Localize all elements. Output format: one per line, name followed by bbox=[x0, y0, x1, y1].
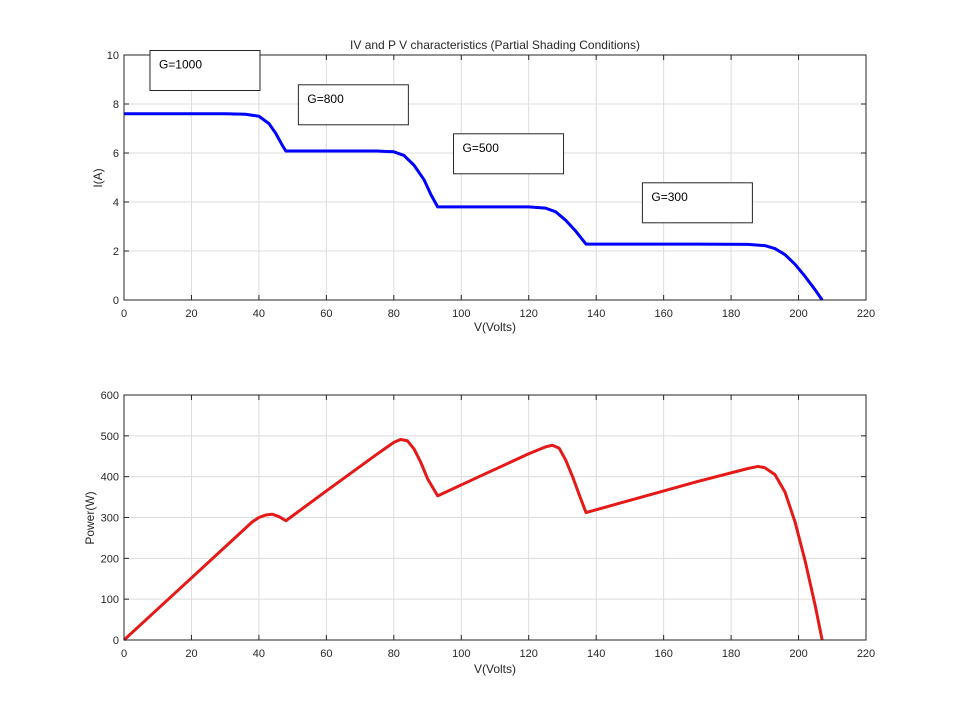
pv-y-tick-label: 300 bbox=[101, 513, 119, 525]
iv-x-tick-label: 60 bbox=[320, 308, 332, 320]
iv-x-tick-label: 160 bbox=[654, 308, 672, 320]
iv-x-tick-label: 0 bbox=[121, 308, 127, 320]
iv-annotation-box bbox=[641, 182, 753, 224]
pv-y-tick-label: 400 bbox=[101, 472, 119, 484]
iv-y-tick-label: 8 bbox=[113, 99, 119, 111]
pv-x-tick-label: 100 bbox=[452, 648, 470, 660]
pv-x-tick-label: 20 bbox=[185, 648, 197, 660]
pv-y-tick-label: 200 bbox=[101, 553, 119, 565]
pv-x-axis-label: V(Volts) bbox=[474, 662, 516, 676]
iv-annotation-label: G=1000 bbox=[159, 58, 202, 72]
pv-y-tick-label: 100 bbox=[101, 594, 119, 606]
pv-x-tick-label: 40 bbox=[253, 648, 265, 660]
pv-x-tick-label: 0 bbox=[121, 648, 127, 660]
pv-y-tick-label: 0 bbox=[113, 635, 119, 647]
pv-y-axis-label: Power(W) bbox=[83, 491, 97, 544]
pv-x-tick-label: 160 bbox=[654, 648, 672, 660]
iv-annotation-label: G=800 bbox=[307, 92, 344, 106]
pv-series-line bbox=[122, 438, 824, 642]
iv-y-tick-label: 10 bbox=[107, 50, 119, 62]
iv-annotation-label: G=500 bbox=[463, 141, 500, 155]
pv-axes: V(Volts) Power(W) 0 20 40 60 80 100 120 140 160 1… bbox=[83, 390, 875, 676]
pv-x-tick-label: 120 bbox=[520, 648, 538, 660]
iv-series-line bbox=[124, 112, 824, 301]
pv-x-tick-label: 140 bbox=[587, 648, 605, 660]
iv-x-tick-label: 100 bbox=[452, 308, 470, 320]
pv-y-tick-label: 600 bbox=[101, 390, 119, 402]
iv-annotation-label: G=300 bbox=[651, 190, 688, 204]
iv-x-axis-label: V(Volts) bbox=[474, 320, 516, 334]
pv-x-tick-label: 220 bbox=[857, 648, 875, 660]
iv-y-tick-label: 4 bbox=[113, 197, 119, 209]
iv-x-tick-label: 80 bbox=[388, 308, 400, 320]
iv-plot-area bbox=[124, 55, 866, 300]
pv-x-tick-label: 80 bbox=[388, 648, 400, 660]
iv-y-tick-label: 2 bbox=[113, 246, 119, 258]
iv-x-tick-label: 140 bbox=[587, 308, 605, 320]
iv-x-tick-label: 120 bbox=[520, 308, 538, 320]
pv-x-tick-label: 200 bbox=[789, 648, 807, 660]
iv-y-tick-label: 6 bbox=[113, 148, 119, 160]
iv-annotation-box bbox=[149, 50, 261, 91]
iv-x-tick-label: 40 bbox=[253, 308, 265, 320]
iv-y-tick-label: 0 bbox=[113, 295, 119, 307]
iv-x-tick-label: 200 bbox=[789, 308, 807, 320]
iv-annotation-box bbox=[297, 84, 409, 126]
iv-axis-frame bbox=[123, 54, 867, 301]
pv-x-tick-label: 180 bbox=[722, 648, 740, 660]
iv-x-tick-label: 220 bbox=[857, 308, 875, 320]
pv-x-tick-label: 60 bbox=[320, 648, 332, 660]
pv-y-tick-label: 500 bbox=[101, 431, 119, 443]
iv-x-tick-label: 180 bbox=[722, 308, 740, 320]
iv-axes: IV and P V characteristics (Partial Shad… bbox=[91, 38, 875, 334]
chart-title: IV and P V characteristics (Partial Shad… bbox=[350, 38, 640, 52]
iv-y-axis-label: I(A) bbox=[91, 168, 105, 187]
iv-x-tick-label: 20 bbox=[185, 308, 197, 320]
iv-annotation-box bbox=[453, 133, 565, 175]
